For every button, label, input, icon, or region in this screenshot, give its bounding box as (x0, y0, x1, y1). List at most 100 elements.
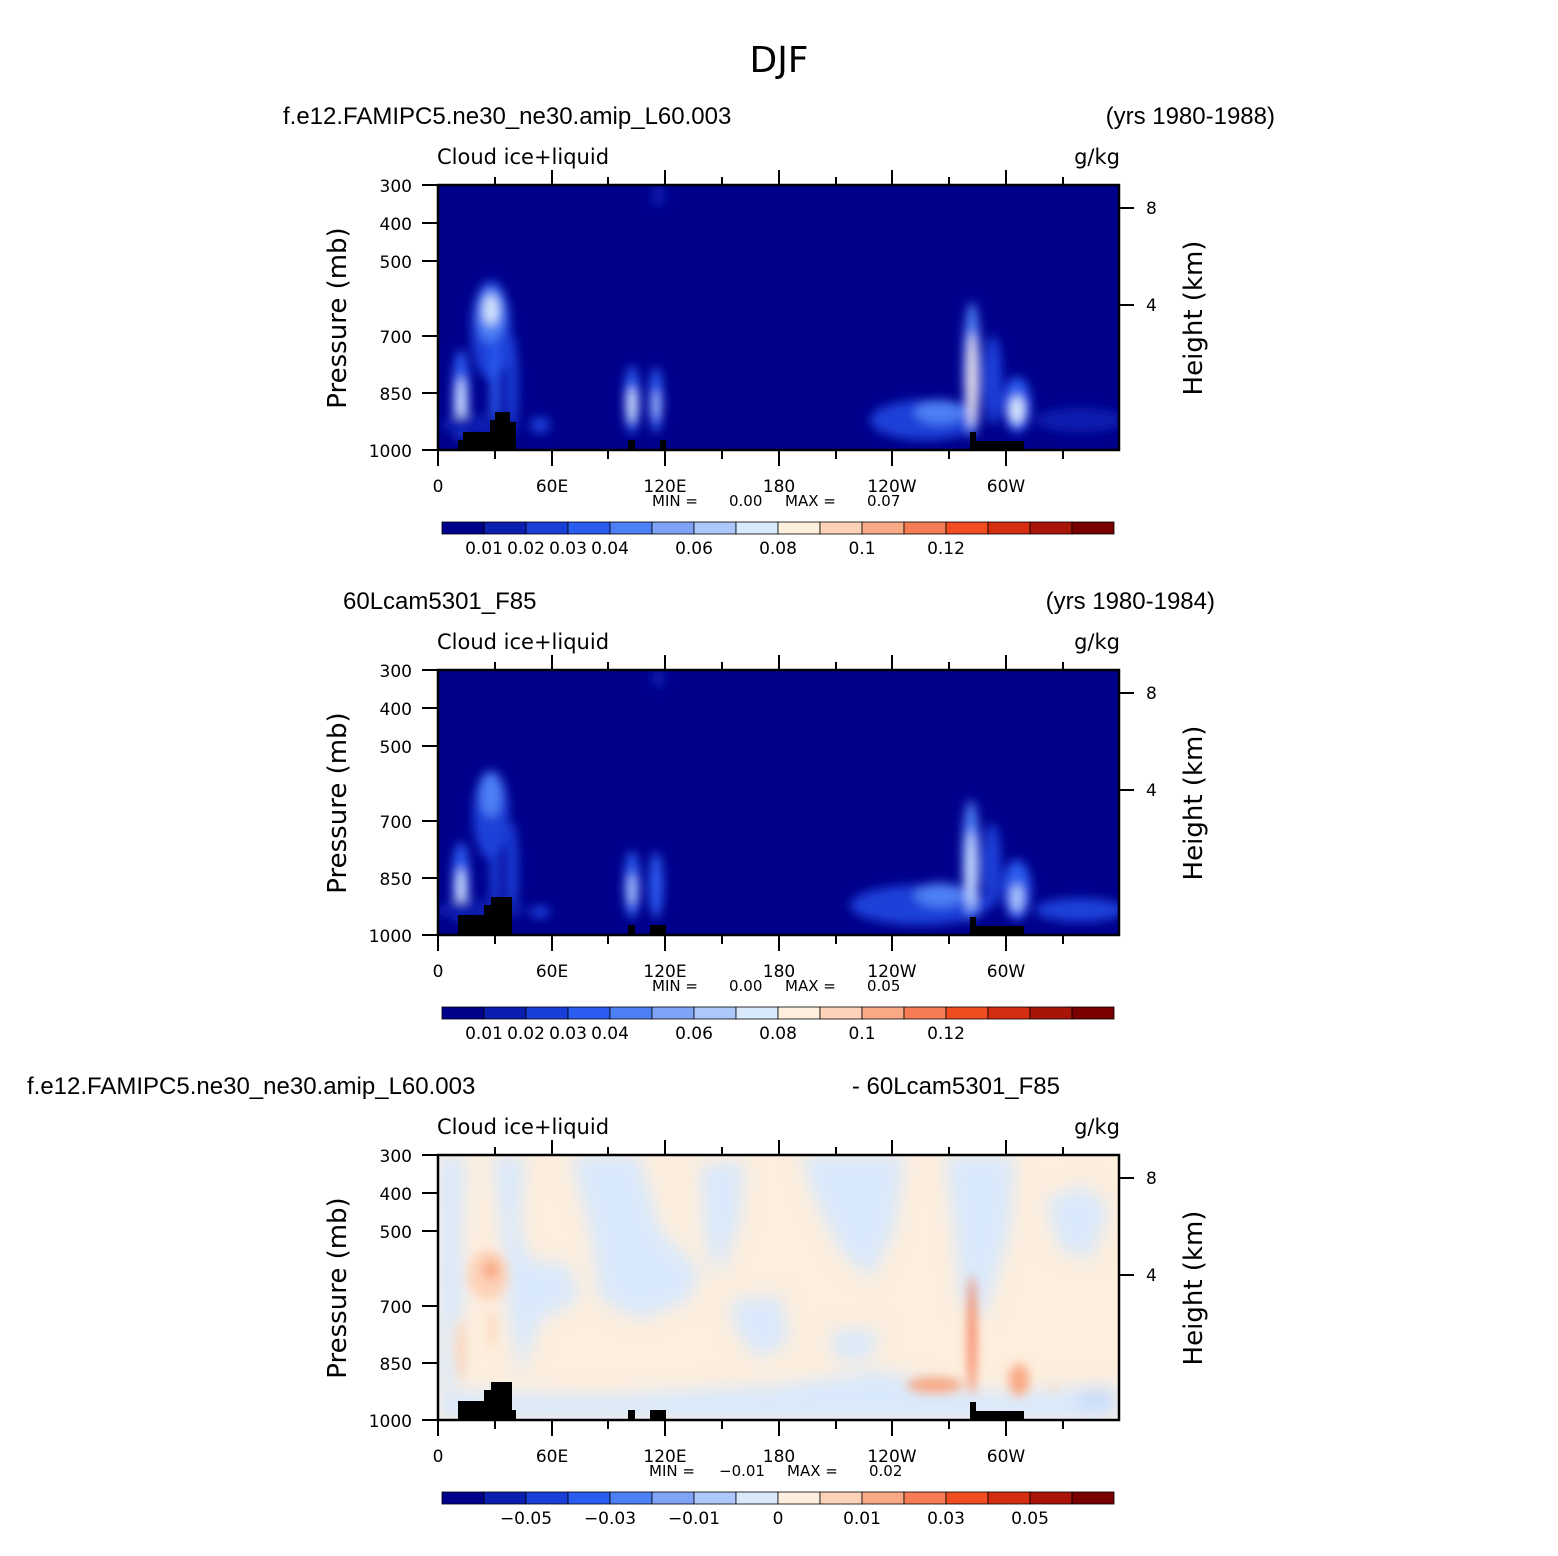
y-tick-label: 1000 (369, 927, 412, 947)
colorbar-label: 0.05 (1011, 1509, 1049, 1529)
y-tick-label: 1000 (369, 1412, 412, 1432)
feature-maritime-2-core (653, 390, 659, 420)
colorbar-swatch (693, 1491, 737, 1505)
colorbar-swatch (819, 1491, 863, 1505)
x-tick-label: 120E (643, 1447, 686, 1467)
colorbar-swatch (861, 1006, 905, 1020)
colorbar-swatch (735, 521, 779, 535)
y-tick-label: 300 (380, 1147, 412, 1167)
variable-label: Cloud ice+liquid (437, 145, 609, 169)
colorbar-swatch (819, 1006, 863, 1020)
max-value: 0.07 (867, 492, 900, 510)
y-tick-label: 400 (380, 215, 412, 235)
tick-marks (422, 1140, 1134, 1436)
height-tick-label: 8 (1146, 1169, 1157, 1189)
colorbar-swatch (483, 1491, 527, 1505)
colorbar-label: −0.05 (500, 1509, 552, 1529)
min-value: −0.01 (719, 1462, 765, 1480)
colorbar-swatch (735, 1006, 779, 1020)
plot-area (438, 670, 1119, 935)
max-label: MAX = (785, 977, 836, 995)
colorbar-label: 0.02 (507, 539, 545, 559)
max-value: 0.02 (869, 1462, 902, 1480)
variable-label: Cloud ice+liquid (437, 630, 609, 654)
colorbar-swatch (987, 1491, 1031, 1505)
min-value: 0.00 (729, 977, 762, 995)
negative-region (492, 1155, 580, 1380)
colorbar-swatch (567, 1006, 611, 1020)
positive-region-amazon (1009, 1364, 1029, 1396)
negative-region (1045, 1185, 1110, 1260)
colorbar-swatch (987, 521, 1031, 535)
years-label: (yrs 1980-1988) (1106, 103, 1275, 130)
x-tick-label: 60E (536, 477, 568, 497)
max-label: MAX = (787, 1462, 838, 1480)
x-tick-label: 120E (643, 962, 686, 982)
colorbar-label: 0.02 (507, 1024, 545, 1044)
y-tick-label: 850 (380, 870, 412, 890)
colorbar-label: 0 (773, 1509, 784, 1529)
negative-region (700, 1160, 745, 1280)
positive-streak (457, 1320, 465, 1380)
colorbar-swatch (945, 1491, 989, 1505)
colorbar-swatch (441, 1006, 485, 1020)
colorbar: 0.01 0.02 0.03 0.04 0.06 0.08 0.1 0.12 (441, 1006, 1115, 1044)
feature-upper-1 (652, 185, 664, 207)
negative-region (730, 1295, 790, 1360)
feature-andes-core (967, 830, 975, 910)
x-tick-label: 60W (987, 477, 1026, 497)
y-tick-label: 700 (380, 813, 412, 833)
feature-amazon-1 (984, 335, 1002, 425)
topography (458, 1382, 1024, 1420)
feature-africa-mid-b (480, 773, 502, 817)
colorbar-swatch (567, 521, 611, 535)
colorbar-swatch (693, 521, 737, 535)
y-axis-title-right: Height (km) (1179, 241, 1209, 396)
colorbar-swatch (609, 1006, 653, 1020)
panel-3: f.e12.FAMIPC5.ne30_ne30.amip_L60.003 - 6… (27, 1073, 1209, 1529)
colorbar-swatch (525, 1491, 569, 1505)
colorbar-swatch (777, 1006, 821, 1020)
colorbar-label: −0.03 (584, 1509, 636, 1529)
page-title: DJF (749, 40, 808, 81)
colorbar-swatch (1071, 1006, 1115, 1020)
y-tick-label: 850 (380, 1355, 412, 1375)
colorbar-swatch (777, 1491, 821, 1505)
colorbar-swatch (525, 521, 569, 535)
feature-amazon-1 (983, 823, 1001, 907)
feature-upper-1 (652, 670, 664, 688)
height-tick-label: 8 (1146, 684, 1157, 704)
y-tick-labels: 300 400 500 700 850 1000 (369, 177, 412, 462)
x-tick-label: 60E (536, 1447, 568, 1467)
positive-core-africa (483, 1260, 499, 1280)
x-tick-labels: 0 60E 120E 180 120W 60W (433, 962, 1026, 982)
colorbar-swatch (819, 521, 863, 535)
y-tick-label: 300 (380, 177, 412, 197)
case-name: f.e12.FAMIPC5.ne30_ne30.amip_L60.003 (27, 1073, 475, 1100)
units-label: g/kg (1074, 630, 1120, 654)
variable-label: Cloud ice+liquid (437, 1115, 609, 1139)
y-tick-label: 400 (380, 1185, 412, 1205)
colorbar-swatch (483, 521, 527, 535)
colorbar-swatch (903, 1491, 947, 1505)
feature-maritime-2 (649, 852, 663, 918)
max-value: 0.05 (867, 977, 900, 995)
colorbar: 0.01 0.02 0.03 0.04 0.06 0.08 0.1 0.12 (441, 521, 1115, 559)
feature-amazon-2-core (1011, 884, 1023, 912)
y-axis-title-right: Height (km) (1179, 1211, 1209, 1366)
cloud-features (440, 185, 1119, 445)
positive-dot (1049, 1385, 1059, 1391)
colorbar-label: 0.01 (465, 539, 503, 559)
min-label: MIN = (649, 1462, 695, 1480)
height-tick-label: 4 (1146, 296, 1157, 316)
min-value: 0.00 (729, 492, 762, 510)
positive-features (457, 1250, 1059, 1396)
colorbar-swatch (651, 1006, 695, 1020)
feature-africa-east (506, 822, 518, 918)
panel-1: f.e12.FAMIPC5.ne30_ne30.amip_L60.003 (yr… (283, 103, 1275, 559)
x-tick-label: 180 (763, 962, 795, 982)
colorbar-swatch (987, 1006, 1031, 1020)
colorbar-swatch (861, 1491, 905, 1505)
y-tick-label: 300 (380, 662, 412, 682)
